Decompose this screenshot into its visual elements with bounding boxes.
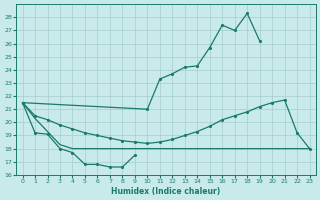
X-axis label: Humidex (Indice chaleur): Humidex (Indice chaleur) [111, 187, 221, 196]
